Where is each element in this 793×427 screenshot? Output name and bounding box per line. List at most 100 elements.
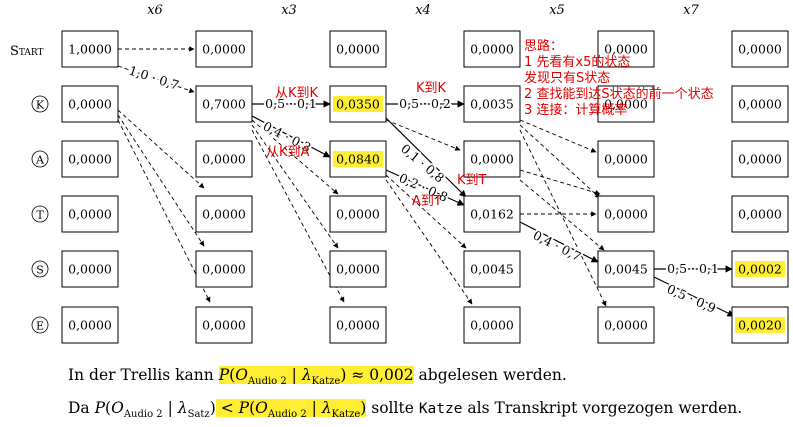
trellis-cell — [195, 85, 253, 123]
svg-text:S: S — [36, 264, 44, 277]
trellis-cell — [731, 140, 789, 178]
cell-highlight — [735, 261, 785, 277]
annotation-k-to-a: 从K到A — [266, 145, 310, 160]
cell-value: 0,0045 — [604, 262, 648, 277]
annotation-thoughts-title: 思路： — [524, 38, 563, 54]
trellis-cell — [329, 250, 387, 288]
trellis-cell — [195, 30, 253, 68]
cell-value: 0,7000 — [202, 97, 246, 112]
cell-value: 0,0000 — [738, 42, 782, 57]
trellis-cell — [463, 195, 521, 233]
cell-value: 0,0000 — [604, 42, 648, 57]
row-label-k: K — [31, 95, 49, 113]
cell-value: 0,0000 — [202, 152, 246, 167]
edge-label: 0,5 · 0,2 — [399, 96, 451, 111]
conclusion-text: abgelesen werden. — [418, 366, 567, 384]
trellis-cell — [329, 195, 387, 233]
cell-value: 0,0000 — [336, 42, 380, 57]
trellis-cell — [61, 195, 119, 233]
trellis-cell — [329, 30, 387, 68]
trellis-cell — [463, 140, 521, 178]
row-labels: Start K A T S E — [10, 44, 49, 334]
trellis-cell — [463, 250, 521, 288]
cell-value: 0,0350 — [336, 97, 380, 112]
trellis-cell — [195, 250, 253, 288]
cell-value: 0,0045 — [470, 262, 514, 277]
edge-label: 1,0 · 0,7 — [127, 63, 181, 93]
edge-label: 0,5 · 0,1 — [265, 96, 317, 111]
annotation-k-to-k-1: 从K到K — [275, 86, 319, 101]
row-label-a: A — [31, 150, 49, 168]
trellis-cell — [463, 85, 521, 123]
trellis-cell — [463, 30, 521, 68]
trellis-diagram: x6 x3 x4 x5 x7 Start K A T S E — [10, 3, 789, 344]
trellis-cell — [597, 30, 655, 68]
column-header-x5: x5 — [549, 3, 565, 18]
trellis-cell — [61, 250, 119, 288]
annotations: 从K到K 从K到A K到K K到T A到T 思路： 1 先看有x5的状态 发现只… — [266, 38, 714, 209]
trellis-cell — [195, 195, 253, 233]
cell-value: 1,0000 — [68, 42, 112, 57]
trellis-cell — [731, 195, 789, 233]
cell-value: 0,0162 — [470, 207, 514, 222]
conclusion-text: Da — [68, 399, 90, 417]
probability-expression-satz: P(OAudio 2 | λSatz) — [94, 399, 216, 421]
cell-value: 0,0000 — [68, 207, 112, 222]
trellis-cell — [61, 85, 119, 123]
row-label-e: E — [31, 316, 49, 334]
cell-value: 0,0840 — [336, 152, 380, 167]
transition-arrows — [117, 46, 607, 307]
trellis-cell — [731, 30, 789, 68]
cell-value: 0,0000 — [202, 318, 246, 333]
transcript-word: Katze — [418, 401, 463, 417]
conclusion-text: sollte — [371, 399, 414, 417]
trellis-cell — [195, 140, 253, 178]
conclusion-text: als Transkript vorgezogen werden. — [467, 399, 743, 417]
trellis-cell — [61, 30, 119, 68]
conclusion-line-1: In der Trellis kann P(OAudio 2 | λKatze)… — [68, 366, 567, 387]
column-header-x7: x7 — [683, 3, 699, 18]
conclusion-line-2: Da P(OAudio 2 | λSatz) < P(OAudio 2 | λK… — [68, 399, 742, 420]
svg-text:T: T — [36, 209, 44, 222]
cell-value: 0,0000 — [202, 207, 246, 222]
edge-label: 0,4 · 0,7 — [531, 227, 584, 264]
trellis-cell — [597, 85, 655, 123]
cell-value: 0,0000 — [336, 262, 380, 277]
cell-value: 0,0000 — [68, 318, 112, 333]
probability-comparison: < P(OAudio 2 | λKatze) — [215, 399, 367, 420]
trellis-cell — [597, 140, 655, 178]
cell-value: 0,0000 — [604, 207, 648, 222]
cell-value: 0,0000 — [68, 262, 112, 277]
annotation-a-to-t: A到T — [412, 194, 442, 209]
cell-value: 0,0000 — [604, 152, 648, 167]
cell-highlight — [333, 151, 383, 167]
svg-text:A: A — [35, 154, 45, 167]
cell-value: 0,0000 — [604, 318, 648, 333]
column-header-x4: x4 — [415, 3, 431, 18]
best-path-arrows — [251, 100, 735, 317]
trellis-cell — [597, 195, 655, 233]
cell-value: 0,0000 — [470, 42, 514, 57]
row-label-t: T — [31, 205, 49, 223]
trellis-cell — [597, 250, 655, 288]
edge-label: 0,5 · 0,9 — [665, 281, 718, 316]
trellis-cell — [597, 306, 655, 344]
cell-value: 0,0000 — [738, 152, 782, 167]
cell-value: 0,0000 — [336, 207, 380, 222]
row-label-start: Start — [10, 44, 44, 59]
edge-label: 0,5 · 0,1 — [667, 261, 719, 276]
annotation-k-to-k-2: K到K — [416, 81, 447, 96]
cell-value: 0,0000 — [738, 97, 782, 112]
annotation-thoughts-step: 2 查找能到达S状态的前一个状态 — [524, 86, 714, 102]
column-headers: x6 x3 x4 x5 x7 — [147, 3, 699, 18]
trellis-cells: 1,0000 0,0000 0,0000 0,0000 0,0000 0,0000 0,00… — [61, 30, 789, 344]
annotation-k-to-t: K到T — [457, 173, 487, 188]
svg-text:K: K — [36, 99, 45, 112]
row-label-s: S — [31, 260, 49, 278]
trellis-cell — [329, 306, 387, 344]
cell-value: 0,0000 — [470, 318, 514, 333]
cell-highlight — [735, 317, 785, 333]
cell-value: 0,0000 — [202, 262, 246, 277]
cell-value: 0,0000 — [68, 152, 112, 167]
column-header-x6: x6 — [147, 3, 163, 18]
